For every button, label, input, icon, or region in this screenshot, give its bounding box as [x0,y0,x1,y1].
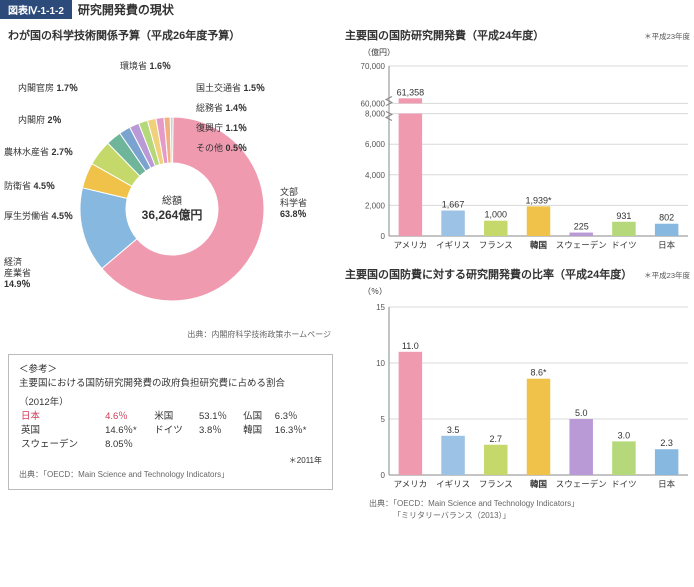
svg-text:10: 10 [376,359,385,368]
svg-text:11.0: 11.0 [402,341,419,351]
bar2-note: ＊平成23年度 [644,270,690,281]
svg-text:8,000: 8,000 [365,110,386,119]
bar2-source1: 出典：「OECD：Main Science and Technology Ind… [369,499,694,509]
bar1-title: 主要国の国防研究開発費（平成24年度） [345,27,544,43]
svg-text:6,000: 6,000 [365,140,386,149]
svg-text:2,000: 2,000 [365,201,386,210]
svg-text:2.3: 2.3 [660,438,673,448]
pie-source: 出典：内閣府科学技術政策ホームページ [0,329,341,340]
pie-title: わが国の科学技術関係予算（平成26年度予算） [8,27,341,43]
svg-text:60,000: 60,000 [361,99,386,108]
svg-text:ドイツ: ドイツ [611,479,637,489]
svg-text:225: 225 [574,222,589,232]
svg-text:3.0: 3.0 [618,430,631,440]
bar2-unit: （％） [363,286,694,297]
ref-year: （2012年） [19,396,322,410]
svg-text:5.0: 5.0 [575,408,588,418]
svg-text:2.7: 2.7 [490,434,503,444]
bar2-source2: 「ミリタリーバランス（2013）」 [393,511,694,521]
svg-text:0: 0 [381,471,386,480]
svg-text:61,358: 61,358 [397,87,425,97]
ref-heading: ＜参考＞ [19,364,57,375]
ref-source: 出典：「OECD：Main Science and Technology Ind… [19,469,322,481]
svg-text:スウェーデン: スウェーデン [556,240,607,250]
svg-text:1,939*: 1,939* [525,195,552,205]
svg-text:日本: 日本 [658,479,676,489]
ref-sub: 主要国における国防研究開発費の政府負担研究費に占める割合 [19,378,285,389]
svg-text:韓国: 韓国 [530,240,547,250]
svg-text:70,000: 70,000 [361,62,386,71]
svg-text:韓国: 韓国 [530,479,547,489]
ref-footnote: ＊2011年 [19,455,322,467]
svg-text:フランス: フランス [479,240,513,250]
ref-table: 日本4.6％米国53.1％仏国6.3％英国14.6％*ドイツ3.8％韓国16.3… [19,410,322,453]
svg-text:フランス: フランス [479,479,513,489]
svg-text:ドイツ: ドイツ [611,240,637,250]
svg-text:931: 931 [616,211,631,221]
svg-text:スウェーデン: スウェーデン [556,479,607,489]
svg-text:イギリス: イギリス [436,240,470,250]
svg-text:1,667: 1,667 [442,199,465,209]
svg-text:アメリカ: アメリカ [394,479,428,489]
svg-text:8.6*: 8.6* [530,368,547,378]
bar1-chart: 0 2,000 4,000 6,000 8,000 60,000 70,000 61,358 ア… [345,58,694,258]
bar1-note: ＊平成23年度 [644,31,690,42]
svg-text:日本: 日本 [658,240,676,250]
svg-text:イギリス: イギリス [436,479,470,489]
svg-text:1,000: 1,000 [485,210,508,220]
svg-text:4,000: 4,000 [365,171,386,180]
pie-chart: 総額36,264億円文部科学省63.8％経済産業省14.9％厚生労働省 4.5％… [0,47,345,327]
reference-box: ＜参考＞ 主要国における国防研究開発費の政府負担研究費に占める割合 （2012年）… [8,354,333,490]
svg-text:802: 802 [659,213,674,223]
svg-text:5: 5 [381,415,386,424]
bar1-unit: （億円） [363,47,694,58]
figure-number: 図表Ⅳ-1-1-2 [0,0,72,19]
svg-text:0: 0 [381,232,386,241]
bar2-title: 主要国の国防費に対する研究開発費の比率（平成24年度） [345,266,632,282]
bar2-chart: 0 5 10 15 11.0 アメリカ 3.5 イギリス 2.7 フランス 8.6* 韓国 5.0 スウェ… [345,297,694,497]
svg-text:アメリカ: アメリカ [394,240,428,250]
figure-title: 研究開発費の現状 [78,1,174,18]
svg-text:15: 15 [376,303,385,312]
svg-text:3.5: 3.5 [447,425,460,435]
